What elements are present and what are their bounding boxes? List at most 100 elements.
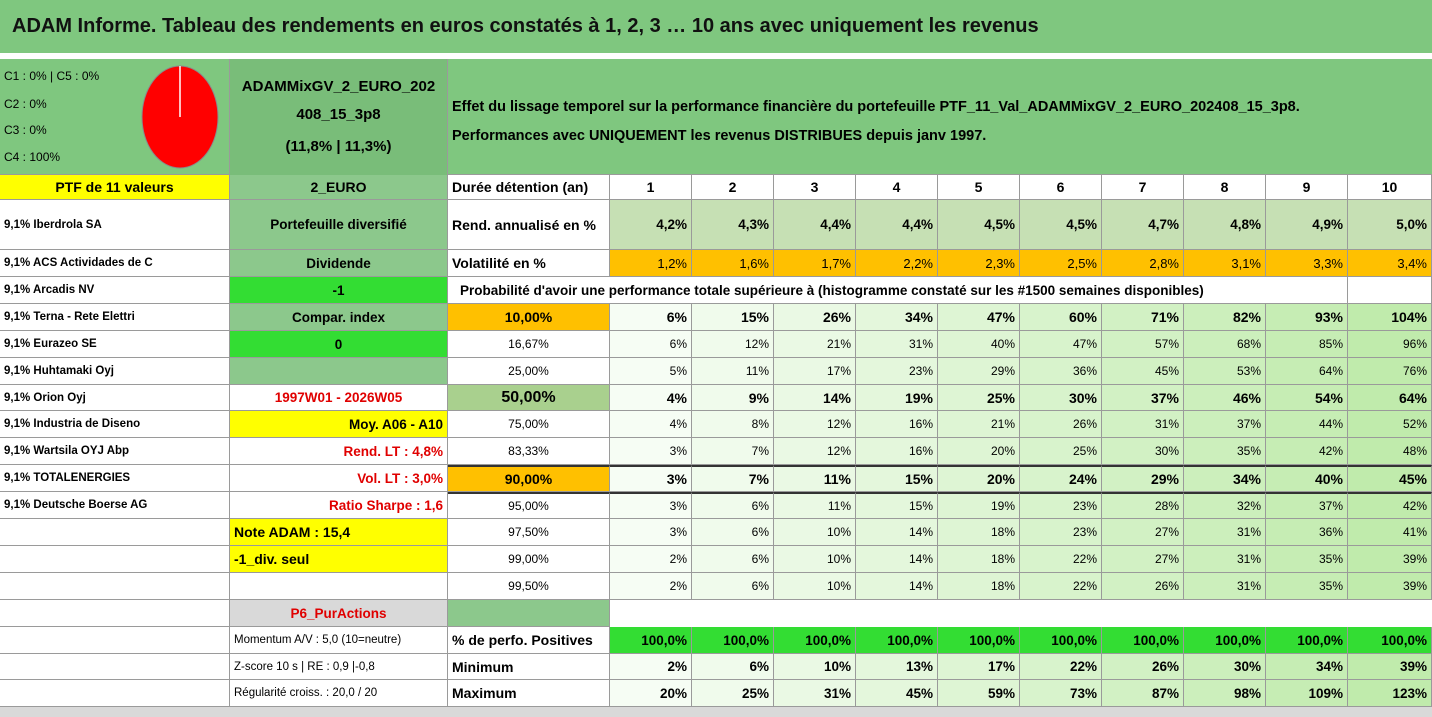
- table-cell: Compar. index: [230, 304, 448, 331]
- cell-text: 9,1% Huhtamaki Oyj: [4, 365, 114, 377]
- table-cell: 60%: [1020, 304, 1102, 331]
- table-cell: Portefeuille diversifié: [230, 200, 448, 250]
- cell-text: 0: [334, 336, 343, 352]
- table-cell: 6%: [692, 654, 774, 680]
- cell-text: 53%: [1236, 364, 1261, 378]
- cell-text: 45%: [1398, 471, 1427, 487]
- cell-text: 11%: [827, 499, 851, 513]
- table-cell: 15%: [856, 465, 938, 492]
- cell-text: 9,1% Industria de Diseno: [4, 418, 141, 430]
- cell-text: 12%: [826, 417, 851, 431]
- cell-text: 10%: [823, 659, 851, 674]
- cell-text: Portefeuille diversifié: [270, 217, 407, 232]
- cell-text: 9,1% ACS Actividades de C: [4, 257, 153, 269]
- cell-text: 26%: [1151, 659, 1179, 674]
- section-caption: Probabilité d'avoir une performance tota…: [448, 277, 1348, 304]
- table-cell: -1_div. seul: [230, 546, 448, 573]
- table-cell: 14%: [856, 546, 938, 573]
- cell-text: 90,00%: [504, 471, 553, 487]
- cell-text: 10%: [826, 579, 851, 593]
- cell-text: 45%: [1154, 364, 1179, 378]
- table-cell: 4,3%: [692, 200, 774, 250]
- table-cell: 100,0%: [1020, 627, 1102, 654]
- table-cell: 35%: [1184, 438, 1266, 465]
- cell-text: 16,67%: [508, 337, 549, 351]
- table-cell: 10%: [774, 546, 856, 573]
- cell-text: 26%: [1072, 417, 1097, 431]
- table-cell: 25,00%: [448, 358, 610, 385]
- cell-text: 31%: [1236, 552, 1261, 566]
- cell-text: 64%: [1398, 389, 1427, 406]
- table-cell: 8%: [692, 411, 774, 438]
- cell-text: 100,0%: [805, 632, 851, 648]
- table-cell: 47%: [938, 304, 1020, 331]
- table-cell: 20%: [610, 680, 692, 707]
- portfolio-panel: ADAMMixGV_2_EURO_202 408_15_3p8 (11,8% |…: [230, 59, 448, 175]
- cell-text: 9,1% Eurazeo SE: [4, 338, 97, 350]
- title: ADAM Informe. Tableau des rendements en …: [12, 15, 1039, 37]
- table-cell: 99,00%: [448, 546, 610, 573]
- cell-text: 42%: [1318, 444, 1343, 458]
- table-cell: 4,4%: [774, 200, 856, 250]
- cell-text: 17%: [987, 659, 1015, 674]
- cell-text: 9,1% Deutsche Boerse AG: [4, 499, 148, 511]
- cell-text: 4,9%: [1312, 217, 1343, 232]
- cell-text: 2,2%: [903, 255, 933, 271]
- cell-text: 3,4%: [1397, 255, 1427, 271]
- cell-text: 39%: [1402, 552, 1427, 566]
- empty-cell: [230, 573, 448, 600]
- table-cell: 13%: [856, 654, 938, 680]
- cell-text: 47%: [986, 309, 1015, 325]
- cell-text: 13%: [905, 659, 933, 674]
- cell-text: 29%: [1150, 471, 1179, 487]
- table-cell: 11%: [774, 492, 856, 519]
- cell-text: 20%: [986, 471, 1015, 487]
- cell-text: 99,50%: [508, 579, 549, 593]
- cell-text: 3,1%: [1231, 255, 1261, 271]
- cell-text: 104%: [1391, 309, 1427, 325]
- table-cell: 87%: [1102, 680, 1184, 707]
- table-cell: P6_PurActions: [230, 600, 448, 627]
- cell-text: Maximum: [452, 685, 517, 701]
- table-cell: 22%: [1020, 654, 1102, 680]
- cell-text: P6_PurActions: [290, 605, 387, 621]
- table-cell: 48%: [1348, 438, 1432, 465]
- table-cell: 14%: [856, 519, 938, 546]
- cell-text: 4,5%: [984, 217, 1015, 232]
- header-cell: 6: [1020, 175, 1102, 200]
- table-cell: 12%: [692, 331, 774, 358]
- table-cell: 12%: [774, 411, 856, 438]
- cell-text: 6%: [751, 579, 769, 593]
- empty-cell: [0, 519, 230, 546]
- cell-text: 4,2%: [656, 217, 687, 232]
- table-cell: 11%: [692, 358, 774, 385]
- table-cell: 26%: [1020, 411, 1102, 438]
- cell-text: 23%: [1072, 525, 1097, 539]
- cell-text: 1,7%: [821, 255, 851, 271]
- table-cell: 3%: [610, 438, 692, 465]
- table-cell: Dividende: [230, 250, 448, 277]
- cell-text: 10%: [826, 525, 851, 539]
- cell-text: 11%: [745, 364, 769, 378]
- cell-text: 39%: [1402, 579, 1427, 593]
- table-cell: 9,1% Eurazeo SE: [0, 331, 230, 358]
- cell-text: 30%: [1068, 389, 1097, 406]
- table-cell: 99,50%: [448, 573, 610, 600]
- table-cell: 23%: [1020, 519, 1102, 546]
- header-cell: 9: [1266, 175, 1348, 200]
- cell-text: 18%: [990, 579, 1015, 593]
- cell-text: 37%: [1150, 389, 1179, 406]
- table-cell: 21%: [938, 411, 1020, 438]
- cell-text: 20%: [659, 685, 687, 701]
- cell-text: 1,6%: [739, 255, 769, 271]
- cell-text: 21%: [826, 337, 851, 351]
- empty-cell: [230, 358, 448, 385]
- cell-text: 100,0%: [1051, 632, 1097, 648]
- table-cell: 25%: [938, 385, 1020, 411]
- table-cell: 9,1% Terna - Rete Elettri: [0, 304, 230, 331]
- cell-text: 3%: [666, 471, 687, 487]
- table-cell: Volatilité en %: [448, 250, 610, 277]
- cell-text: 8: [1220, 179, 1229, 195]
